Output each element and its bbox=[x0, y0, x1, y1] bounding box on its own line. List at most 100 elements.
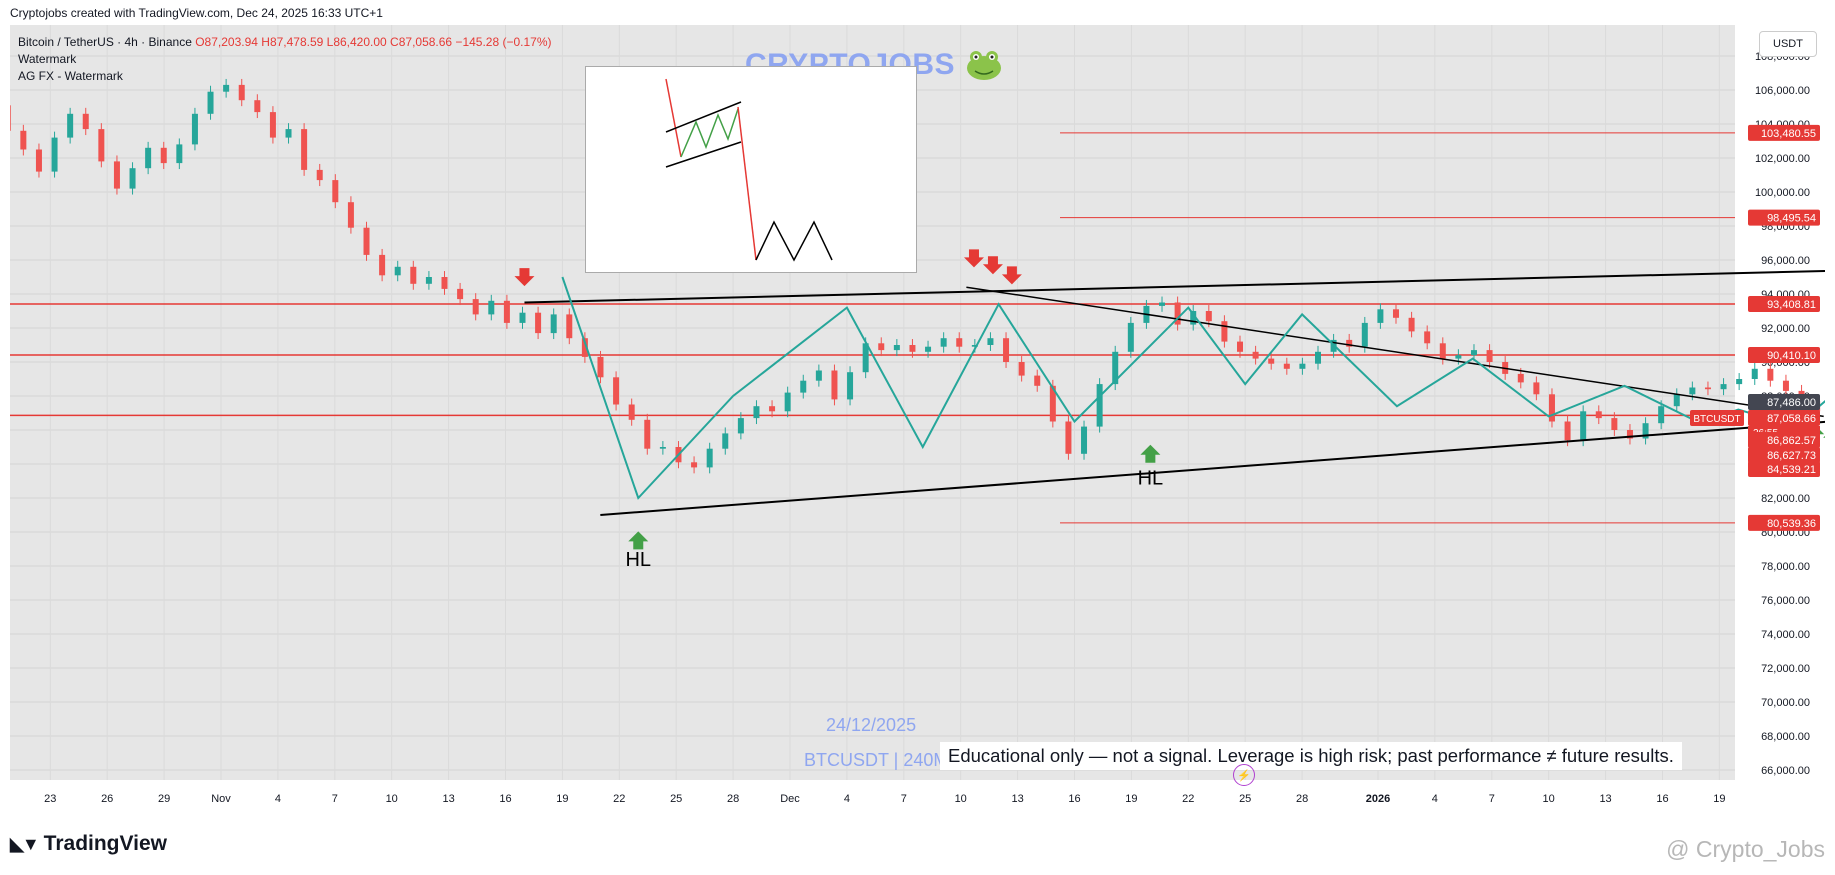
down-arrow-icon bbox=[514, 268, 535, 287]
candle-body bbox=[98, 129, 105, 162]
projection-path[interactable] bbox=[561, 219, 1825, 651]
candle-body bbox=[1034, 375, 1041, 386]
candle-body bbox=[1736, 379, 1743, 385]
legend-line-watermark: Watermark bbox=[18, 52, 77, 66]
inset-breakdown bbox=[737, 106, 757, 261]
candle-body bbox=[1003, 338, 1010, 362]
x-tick-label: 10 bbox=[955, 793, 967, 805]
flag-pattern-inset bbox=[585, 66, 917, 273]
candle-body bbox=[1127, 322, 1134, 352]
price-label-box bbox=[1748, 124, 1820, 141]
y-tick-label: 74,000.00 bbox=[1761, 629, 1810, 641]
candle-body bbox=[1439, 343, 1446, 359]
candle-body bbox=[1159, 302, 1166, 306]
inset-flag-zigzag bbox=[680, 108, 739, 158]
candle-body bbox=[191, 113, 198, 145]
x-tick-label: 28 bbox=[727, 793, 739, 805]
descending-trendline[interactable] bbox=[966, 286, 1824, 418]
candle-body bbox=[488, 300, 495, 315]
candle-body bbox=[223, 84, 230, 92]
up-arrow-icon bbox=[1140, 444, 1161, 463]
chart-frame[interactable]: 66,000.00 68,000.00 70,000.00 72,000.00 74,0… bbox=[10, 25, 1825, 815]
x-tick-label: 4 bbox=[275, 793, 281, 805]
author-handle: @ Crypto_Jobs bbox=[1666, 836, 1825, 862]
y-tick-label: 96,000.00 bbox=[1761, 255, 1810, 267]
candle-body bbox=[566, 314, 573, 339]
candle-body bbox=[925, 346, 932, 352]
candle-body bbox=[269, 112, 276, 138]
currency-button[interactable]: USDT bbox=[1759, 31, 1817, 57]
x-tick-label: 7 bbox=[1489, 793, 1495, 805]
candle-body bbox=[1190, 311, 1197, 325]
candle-body bbox=[737, 418, 744, 434]
candle-body bbox=[1065, 421, 1072, 454]
candle-body bbox=[113, 161, 120, 189]
chart-legend: Bitcoin / TetherUS · 4h · Binance O87,20… bbox=[18, 34, 552, 85]
candle-body bbox=[472, 299, 479, 315]
candle-body bbox=[878, 343, 885, 351]
legend-symbol: Bitcoin / TetherUS · 4h · Binance bbox=[18, 35, 192, 49]
candle-body bbox=[597, 356, 604, 378]
price-label-box bbox=[1748, 447, 1820, 464]
candle-body bbox=[285, 129, 292, 138]
time-axis[interactable] bbox=[10, 780, 1825, 815]
candle-body bbox=[238, 84, 245, 101]
price-label: 84,539.21 bbox=[1767, 464, 1816, 476]
candle-body bbox=[1580, 411, 1587, 441]
price-label: 80,539.36 bbox=[1767, 518, 1816, 530]
x-tick-label: 4 bbox=[1432, 793, 1438, 805]
candle-body bbox=[176, 144, 183, 164]
candle-body bbox=[613, 377, 620, 405]
price-label-box bbox=[1748, 514, 1820, 531]
candle-body bbox=[628, 404, 635, 420]
candle-body bbox=[1658, 406, 1665, 424]
candle-body bbox=[82, 113, 89, 130]
watermark-date: 24/12/2025 bbox=[826, 715, 917, 735]
candle-body bbox=[207, 91, 214, 114]
x-tick-label: 16 bbox=[1656, 793, 1668, 805]
y-tick-label: 82,000.00 bbox=[1761, 493, 1810, 505]
candle-body bbox=[1081, 426, 1088, 454]
x-tick-label: 16 bbox=[1068, 793, 1080, 805]
candle-body bbox=[644, 419, 651, 449]
candle-body bbox=[1564, 421, 1571, 441]
candle-body bbox=[332, 180, 339, 203]
legend-ohlc: O87,203.94 H87,478.59 L86,420.00 C87,058… bbox=[195, 35, 552, 49]
candle-body bbox=[519, 312, 526, 323]
x-tick-label: 13 bbox=[1011, 793, 1023, 805]
x-tick-label: 2026 bbox=[1366, 793, 1390, 805]
down-arrow-icon bbox=[982, 256, 1003, 275]
inset-flag-bottom bbox=[665, 141, 742, 168]
candle-body bbox=[129, 168, 136, 189]
candle-body bbox=[691, 462, 698, 468]
candle-body bbox=[581, 338, 588, 357]
y-tick-label: 106,000.00 bbox=[1755, 85, 1810, 97]
candle-body bbox=[956, 338, 963, 347]
y-tick-label: 102,000.00 bbox=[1755, 153, 1810, 165]
tradingview-mark-icon: ◣▼ bbox=[10, 833, 40, 854]
x-tick-label: 13 bbox=[1599, 793, 1611, 805]
lightning-icon[interactable]: ⚡ bbox=[1233, 764, 1255, 786]
x-tick-label: 7 bbox=[901, 793, 907, 805]
candle-body bbox=[909, 345, 916, 352]
candle-body bbox=[893, 345, 900, 351]
y-tick-label: 92,000.00 bbox=[1761, 323, 1810, 335]
candle-body bbox=[347, 202, 354, 228]
upper-trendline[interactable] bbox=[524, 269, 1825, 304]
lower-trendline[interactable] bbox=[600, 420, 1825, 516]
candle-body bbox=[1049, 385, 1056, 422]
price-chart[interactable]: 66,000.00 68,000.00 70,000.00 72,000.00 74,0… bbox=[10, 25, 1825, 815]
candle-body bbox=[971, 345, 978, 347]
candle-body bbox=[753, 406, 760, 419]
x-tick-label: 19 bbox=[556, 793, 568, 805]
candle-body bbox=[847, 372, 854, 400]
x-tick-label: 25 bbox=[1239, 793, 1251, 805]
candle-body bbox=[1611, 418, 1618, 430]
candle-body bbox=[1174, 302, 1181, 325]
x-tick-label: 13 bbox=[442, 793, 454, 805]
price-label-box bbox=[1748, 461, 1820, 478]
candle-body bbox=[1112, 351, 1119, 385]
tradingview-logo[interactable]: ◣▼ TradingView bbox=[10, 832, 167, 856]
candle-body bbox=[316, 169, 323, 181]
candle-body bbox=[20, 130, 27, 150]
